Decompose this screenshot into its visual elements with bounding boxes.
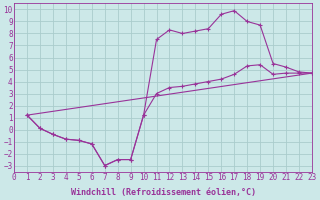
X-axis label: Windchill (Refroidissement éolien,°C): Windchill (Refroidissement éolien,°C) <box>70 188 255 197</box>
